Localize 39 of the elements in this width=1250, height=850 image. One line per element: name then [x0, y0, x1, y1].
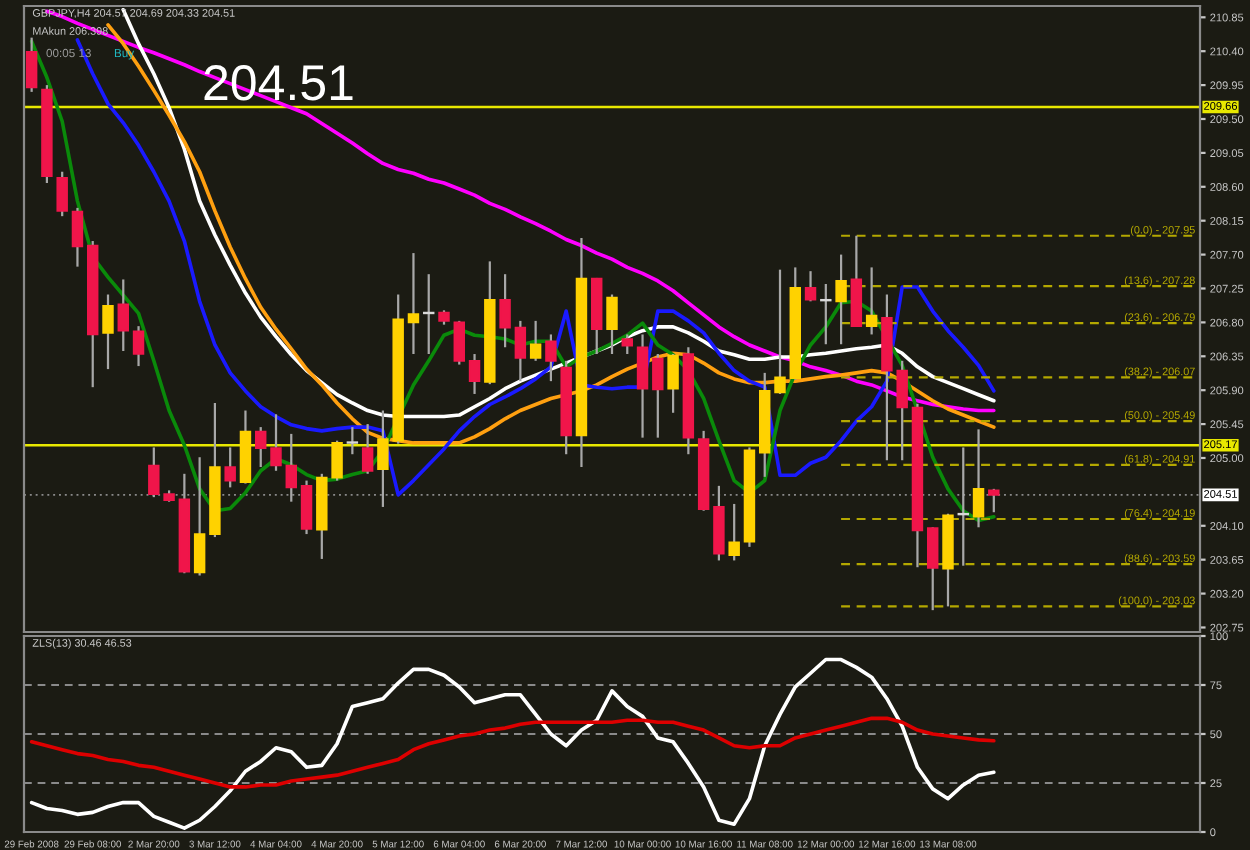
candlestick [285, 432, 297, 503]
candlestick [972, 428, 985, 529]
candlestick [774, 268, 786, 396]
candlestick [835, 253, 847, 346]
candlestick [407, 251, 420, 356]
candlestick [193, 456, 206, 577]
candlestick [453, 319, 465, 366]
candlestick [667, 352, 679, 414]
candlestick [529, 319, 542, 362]
line-series [29, 716, 996, 789]
candlestick [713, 484, 725, 562]
candlestick [636, 333, 649, 439]
candlestick [621, 333, 633, 356]
candlestick [468, 352, 481, 396]
candlestick [499, 273, 511, 349]
candlestick [300, 479, 313, 536]
candlestick [850, 234, 863, 328]
candlestick [820, 282, 832, 346]
line-series [29, 657, 996, 830]
candlestick [804, 270, 817, 303]
candlestick [56, 170, 68, 218]
candlestick [346, 425, 359, 456]
candlestick [117, 278, 129, 353]
candlestick [652, 352, 664, 439]
candlestick [25, 36, 38, 93]
candlestick [255, 425, 267, 469]
candlestick [361, 422, 374, 475]
candlestick [988, 487, 1000, 514]
candlestick [728, 502, 740, 562]
candlestick [606, 293, 618, 356]
candlestick [71, 206, 84, 268]
candlestick [270, 413, 282, 472]
candlestick [865, 266, 878, 336]
candlestick [545, 333, 557, 383]
candlestick [927, 526, 939, 612]
candlestick [224, 446, 236, 489]
candlestick [514, 319, 527, 383]
candlestick [102, 293, 114, 371]
candlestick [132, 325, 145, 368]
